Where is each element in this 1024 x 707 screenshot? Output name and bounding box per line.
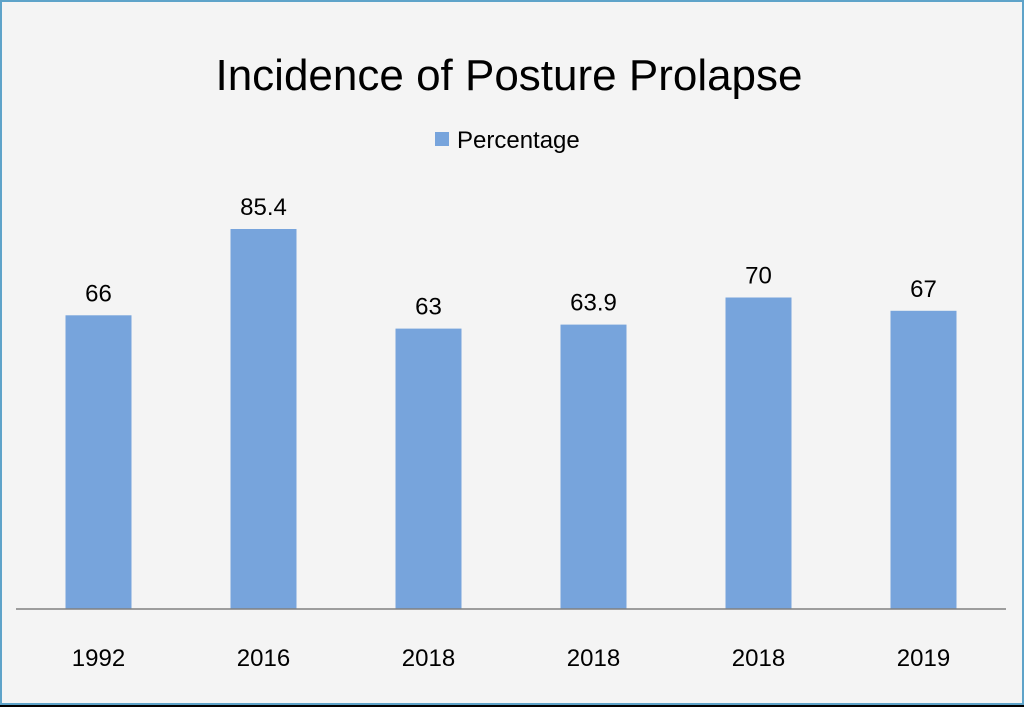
legend-label: Percentage	[457, 127, 580, 154]
x-tick-label-0: 1992	[72, 645, 125, 672]
data-label-1: 85.4	[240, 194, 287, 221]
data-label-5: 67	[910, 276, 937, 303]
x-tick-label-5: 2019	[897, 645, 950, 672]
data-label-0: 66	[85, 280, 112, 307]
bars-group	[65, 229, 957, 609]
bar-5	[890, 310, 957, 609]
bar-2	[395, 328, 462, 609]
bar-3	[560, 324, 627, 609]
legend-swatch	[435, 132, 449, 146]
data-labels-group: 66 85.4 63 63.9 70 67	[85, 194, 937, 321]
x-tick-label-4: 2018	[732, 645, 785, 672]
x-tick-label-3: 2018	[567, 645, 620, 672]
data-label-3: 63.9	[570, 290, 617, 317]
bar-4	[725, 297, 792, 609]
x-tick-label-2: 2018	[402, 645, 455, 672]
bar-0	[65, 315, 132, 609]
x-tick-labels-group: 1992 2016 2018 2018 2018 2019	[72, 645, 950, 672]
chart-title: Incidence of Posture Prolapse	[215, 51, 802, 100]
bar-1	[230, 229, 297, 609]
x-tick-label-1: 2016	[237, 645, 290, 672]
data-label-4: 70	[745, 263, 772, 290]
legend: Percentage	[435, 127, 580, 154]
data-label-2: 63	[415, 294, 442, 321]
